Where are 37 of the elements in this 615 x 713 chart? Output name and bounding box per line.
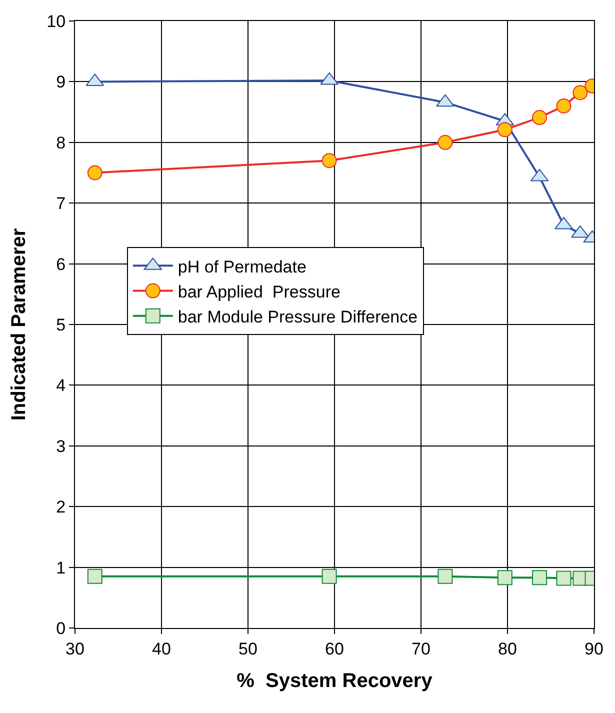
y-tick-label: 8 bbox=[56, 133, 66, 152]
x-tick-label: 70 bbox=[412, 639, 430, 658]
y-tick-label: 9 bbox=[56, 72, 66, 92]
legend-label: bar Applied Pressure bbox=[178, 282, 340, 302]
y-tick-label: 6 bbox=[56, 254, 66, 274]
y-tick-label: 4 bbox=[56, 376, 66, 396]
y-tick-label: 10 bbox=[46, 12, 66, 31]
point bbox=[497, 122, 512, 138]
y-tick-label: 5 bbox=[56, 315, 66, 334]
point bbox=[438, 568, 453, 584]
x-axis-title: % System Recovery bbox=[236, 670, 434, 692]
point bbox=[87, 165, 102, 180]
x-tick-label: 60 bbox=[325, 639, 344, 658]
y-axis-title: Indicated Paramerer bbox=[8, 228, 30, 421]
y-tick-label: 1 bbox=[56, 558, 66, 578]
legend-label: pH of Permedate bbox=[178, 257, 306, 276]
y-tick-label: 3 bbox=[56, 436, 66, 456]
point bbox=[532, 570, 548, 586]
y-tick-label: 7 bbox=[56, 194, 66, 214]
point bbox=[497, 570, 512, 586]
point bbox=[556, 98, 572, 114]
y-tick-label: 2 bbox=[56, 498, 66, 517]
y-tick-label: 0 bbox=[56, 618, 66, 638]
x-tick-label: 50 bbox=[238, 639, 258, 658]
point bbox=[436, 94, 454, 107]
x-tick-label: 90 bbox=[584, 639, 604, 658]
x-tick-label: 30 bbox=[66, 639, 84, 658]
legend-label: bar Module Pressure Difference bbox=[178, 307, 418, 326]
x-tick-label: 40 bbox=[152, 639, 171, 658]
point bbox=[87, 568, 102, 584]
point bbox=[322, 153, 337, 168]
point bbox=[438, 134, 453, 150]
point bbox=[556, 570, 572, 586]
point bbox=[532, 110, 548, 126]
x-tick-label: 80 bbox=[498, 639, 517, 658]
point bbox=[572, 85, 588, 100]
point bbox=[322, 568, 337, 584]
